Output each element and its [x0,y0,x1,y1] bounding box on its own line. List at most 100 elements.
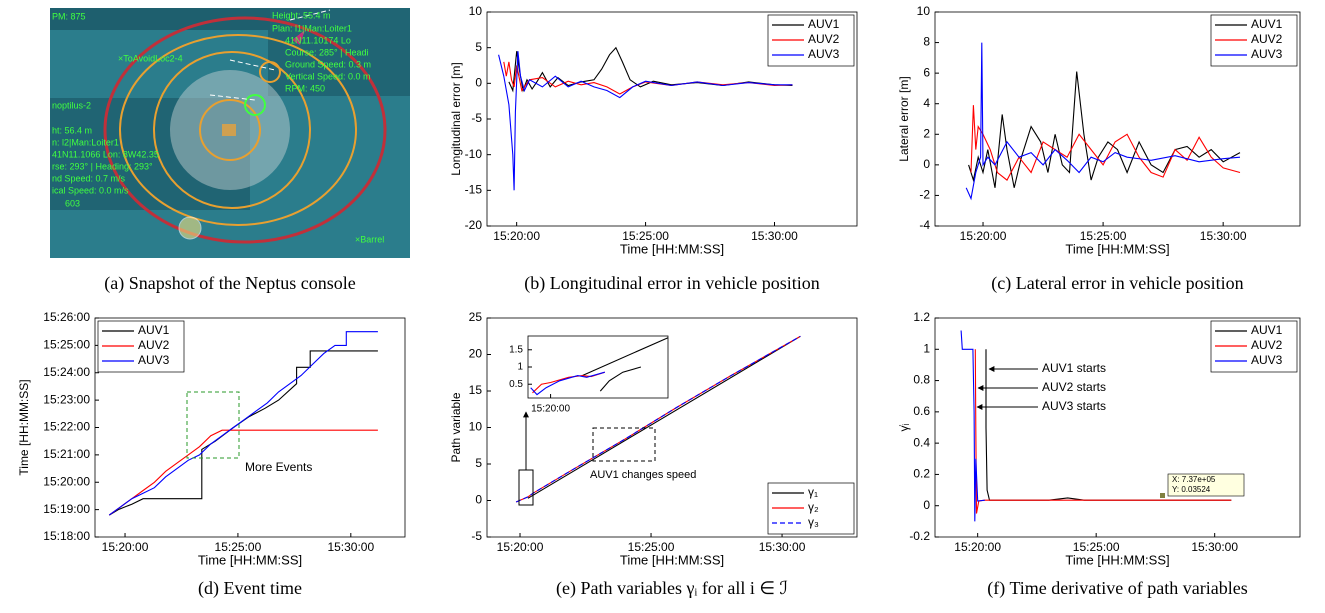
console-label: 41N11.1066 Lon: 8W42.35 [52,149,159,159]
console-label: ical Speed: 0.0 m/s [52,185,129,195]
marker [178,216,202,240]
console-label: Vertical Speed: 0.0 m [285,71,371,81]
legend-label: AUV3 [138,353,170,367]
caption: (b) Longitudinal error in vehicle positi… [524,273,819,294]
y-tick-label: -15 [465,183,483,197]
annotation: AUV1 starts [1042,361,1106,375]
y-axis-label: Lateral error [m] [897,76,911,161]
y-tick-label: 10 [917,4,931,18]
vehicle-icon [222,124,236,136]
x-tick-label: 15:25:00 [628,540,675,554]
legend-label: AUV2 [1251,338,1283,352]
y-tick-label: 25 [469,310,483,324]
caption: (a) Snapshot of the Neptus console [104,273,355,294]
x-axis-label: Time [HH:MM:SS] [620,552,724,567]
series-line [108,331,378,516]
y-tick-label: 5 [475,40,482,54]
y-tick-label: -4 [919,218,930,232]
y-tick-label: 8 [923,35,930,49]
y-axis-label: Longitudinal error [m] [449,62,463,175]
y-axis-label: Time [HH:MM:SS] [17,379,31,475]
legend-label: AUV2 [1251,32,1283,46]
y-tick-label: 4 [923,96,930,110]
highlight-box [186,391,240,459]
console-label: n: l2|Man:Loiter1 [52,137,119,147]
series-line [530,371,605,396]
track [153,51,311,209]
caption: (c) Lateral error in vehicle position [991,273,1243,294]
x-tick-label: 15:30:00 [327,540,374,554]
y-tick-label: 10 [469,420,483,434]
y-axis-label: γ̇ᵢ [897,423,911,431]
annotation: AUV1 changes speed [590,469,696,481]
y-tick-label: 0.8 [913,373,930,387]
series-line [599,366,642,392]
y-tick-label: 2 [923,126,930,140]
track [103,16,387,244]
datatip-text: Y: 0.03524 [1172,485,1211,494]
console-label: ht: 56.4 m [52,125,92,135]
x-tick-label: 15:20:00 [960,229,1007,243]
annotation: AUV3 starts [1042,399,1106,413]
legend-label: AUV3 [1251,47,1283,61]
x-axis-label: Time [HH:MM:SS] [1065,241,1169,256]
console-label: Plan: l1|Man:Loiter1 [272,23,352,33]
y-tick-label: 15:18:00 [43,529,90,543]
y-tick-label: 0 [475,76,482,90]
y-tick-label: 10 [469,4,483,18]
series-line [965,42,1241,201]
y-tick-label: 1 [517,362,523,373]
annotation: More Events [245,460,312,474]
console-label: 41N11.10174 Lo [285,35,351,45]
panel [50,98,250,210]
panel [50,8,270,30]
legend [767,14,855,67]
y-tick-label: 20 [469,347,483,361]
legend-label: AUV3 [808,47,840,61]
series-line [515,335,801,503]
datatip-text: X: 7.37e+05 [1172,475,1216,484]
track [199,99,261,161]
y-tick-label: 15:20:00 [43,474,90,488]
x-tick-label: 15:25:00 [1080,229,1127,243]
vehicle-ring [259,61,281,83]
heading [289,9,331,21]
x-tick-label: 15:20:00 [531,404,570,415]
x-tick-label: 15:30:00 [751,229,798,243]
legend-label: AUV1 [138,323,170,337]
x-tick-label: 15:20:00 [497,540,544,554]
x-tick-label: 15:30:00 [759,540,806,554]
y-tick-label: 15 [469,383,483,397]
y-tick-label: 6 [923,65,930,79]
legend-label: AUV1 [1251,323,1283,337]
series-line [974,349,1232,514]
highlight-box [592,427,656,462]
legend-label: AUV2 [808,32,840,46]
y-tick-label: 1 [923,341,930,355]
y-tick-label: 1.2 [913,310,930,324]
console-label: Height: 55.4 m [272,10,331,20]
legend-label: AUV3 [1251,353,1283,367]
vehicle-ring [244,94,266,116]
console-label: rse: 293° | Heading: 293° [52,161,153,171]
y-tick-label: 0.6 [913,404,930,418]
annotation: AUV2 starts [1042,380,1106,394]
datatip [1167,473,1245,497]
y-tick-label: 0.5 [509,379,523,390]
y-tick-label: -2 [919,188,930,202]
y-tick-label: -5 [471,111,482,125]
y-tick-label: 0.2 [913,467,930,481]
legend-label: γ₃ [808,515,819,529]
x-tick-label: 15:20:00 [102,540,149,554]
console-label: Ground Speed: 0.3 m [285,59,371,69]
caption: (e) Path variables γᵢ for all i ∈ ℐ [556,578,788,599]
y-tick-label: 0 [475,493,482,507]
series-line [960,330,985,522]
y-tick-label: 15:22:00 [43,420,90,434]
y-tick-label: -5 [471,529,482,543]
y-axis-label: Path variable [449,392,463,462]
track [119,34,357,226]
y-tick-label: 0.4 [913,435,930,449]
